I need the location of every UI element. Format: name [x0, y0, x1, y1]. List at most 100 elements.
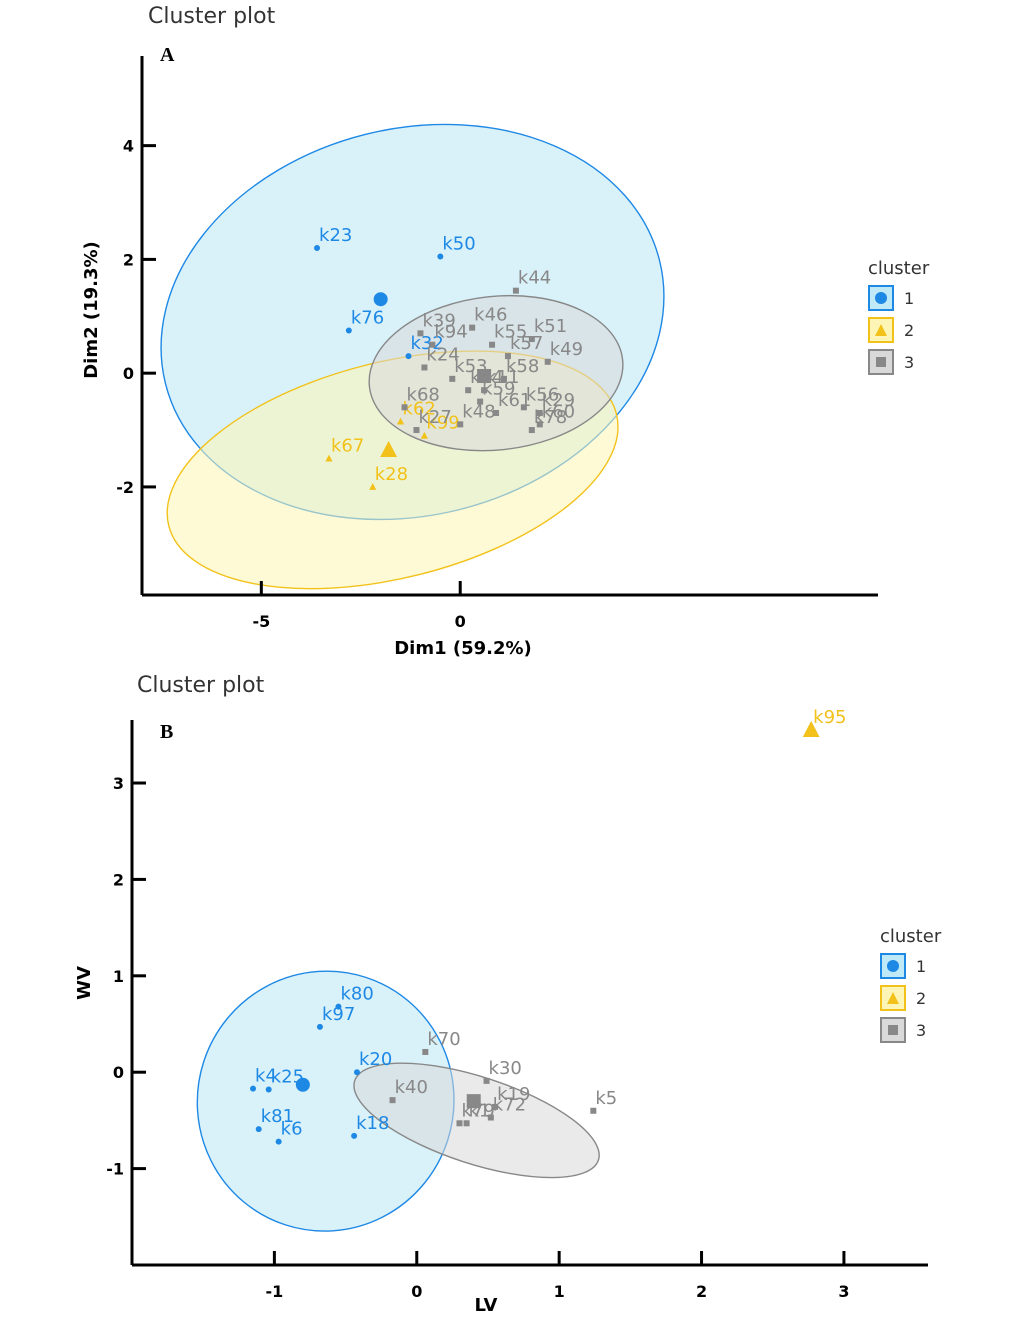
data-point-k46 [469, 324, 476, 331]
point-label-k6: k6 [281, 1119, 303, 1140]
data-point-k34 [465, 387, 472, 394]
data-point-k32 [405, 353, 412, 360]
data-point-k49 [544, 358, 551, 365]
data-point-k28 [369, 483, 377, 490]
panel-a: Cluster plot A -5 0 -2 0 2 4 Dim1 (59.2%) Dim2 … [81, 4, 929, 659]
point-label-k59: k59 [482, 379, 515, 400]
x-tick-label: 0 [411, 1282, 422, 1301]
point-label-k11: k11 [486, 367, 519, 388]
data-point-k56 [520, 404, 527, 411]
cluster-center-3 [466, 1094, 481, 1109]
point-label-k39: k39 [422, 310, 455, 331]
point-label-k81: k81 [261, 1106, 294, 1127]
data-point-k62 [396, 417, 405, 425]
x-tick-label: -1 [265, 1282, 283, 1301]
point-label-k4: k4 [255, 1066, 277, 1087]
data-point-k78 [528, 427, 535, 434]
data-point-k99 [420, 431, 429, 439]
point-label-k27: k27 [418, 407, 451, 428]
legend-key-3 [868, 349, 894, 375]
point-label-k28: k28 [375, 464, 408, 485]
x-axis-label: Dim1 (59.2%) [394, 638, 532, 659]
cluster-plot-a: -5 0 -2 0 2 4 Dim1 (59.2%) Dim2 (19.3%) k23 k50 k7… [81, 56, 878, 659]
data-point-k25 [265, 1086, 272, 1093]
data-point-k80 [335, 1003, 342, 1010]
panel-b: Cluster plot B -1 0 1 2 3 -1 0 1 2 3 LV WV k80 k97 k20… [0, 665, 1014, 1329]
y-tick-label: 0 [123, 364, 134, 383]
point-label-k50: k50 [442, 234, 475, 255]
circle-icon [887, 960, 899, 972]
legend-item-1: 1 [880, 953, 941, 979]
point-label-k68: k68 [407, 384, 440, 405]
legend-label-1: 1 [904, 288, 915, 308]
point-label-k5: k5 [595, 1088, 617, 1109]
y-axis-label: WV [74, 966, 95, 1000]
legend-item-3: 3 [868, 349, 929, 375]
point-label-k58: k58 [506, 356, 539, 377]
legend-label-2: 2 [916, 988, 927, 1008]
data-point-k1 [463, 1120, 470, 1127]
data-point-k51 [528, 336, 535, 343]
point-label-k48: k48 [462, 401, 495, 422]
y-tick-label: 4 [123, 137, 134, 156]
legend-label-2: 2 [904, 320, 915, 340]
point-label-k20: k20 [359, 1049, 392, 1070]
point-label-k95: k95 [813, 707, 846, 728]
point-label-k44: k44 [518, 268, 551, 289]
point-label-k67: k67 [331, 435, 364, 456]
data-point-k57 [504, 353, 511, 360]
cluster-center-1 [373, 292, 388, 307]
point-label-k19: k19 [497, 1084, 530, 1105]
data-point-k55 [489, 341, 496, 348]
data-point-k79 [456, 1120, 463, 1127]
y-tick-label: 3 [113, 774, 124, 793]
cluster-center-1 [295, 1077, 310, 1092]
y-tick-label: 1 [113, 967, 124, 986]
legend-key-1 [868, 285, 894, 311]
point-label-k61: k61 [498, 390, 531, 411]
panel-label-a: A [160, 44, 175, 66]
point-label-k30: k30 [489, 1058, 522, 1079]
chart-title-a: Cluster plot [148, 4, 276, 29]
data-point-k11 [481, 387, 488, 394]
point-label-k25: k25 [271, 1067, 304, 1088]
data-point-k24 [421, 364, 428, 371]
point-label-k60: k60 [542, 401, 575, 422]
legend-title: cluster [868, 258, 930, 279]
data-point-k72 [487, 1114, 494, 1121]
point-label-k24: k24 [426, 344, 459, 365]
cluster-ellipse-3 [353, 1062, 600, 1179]
panel-label-b: B [160, 721, 174, 743]
point-label-k72: k72 [493, 1095, 526, 1116]
cluster-center-2 [380, 440, 398, 457]
x-tick-label: 0 [455, 612, 466, 631]
point-label-k55: k55 [494, 322, 527, 343]
legend-key-2 [880, 985, 906, 1011]
data-point-k70 [422, 1048, 429, 1055]
legend-key-3 [880, 1017, 906, 1043]
cluster-center-2 [802, 720, 820, 737]
point-label-k29: k29 [542, 390, 575, 411]
data-point-k59 [477, 398, 484, 405]
triangle-icon [887, 992, 899, 1004]
y-tick-label: -1 [106, 1160, 124, 1179]
data-point-k19 [492, 1103, 499, 1110]
cluster-ellipse-3 [368, 294, 624, 452]
legend-item-3: 3 [880, 1017, 941, 1043]
data-point-k18 [351, 1132, 358, 1139]
point-label-k62: k62 [403, 399, 436, 420]
data-point-k5 [590, 1107, 597, 1114]
point-label-k70: k70 [427, 1029, 460, 1050]
legend-a: cluster 1 2 3 [868, 258, 929, 375]
point-label-k80: k80 [340, 984, 373, 1005]
point-label-k97: k97 [322, 1004, 355, 1025]
x-tick-label: -5 [252, 612, 270, 631]
point-label-k46: k46 [474, 305, 507, 326]
point-label-k51: k51 [534, 316, 567, 337]
y-tick-label: -2 [116, 478, 134, 497]
point-label-k76: k76 [351, 308, 384, 329]
point-label-k40: k40 [395, 1077, 428, 1098]
data-point-k20 [353, 1069, 360, 1076]
y-tick-label: 2 [123, 250, 134, 269]
data-point-k60 [536, 421, 543, 428]
